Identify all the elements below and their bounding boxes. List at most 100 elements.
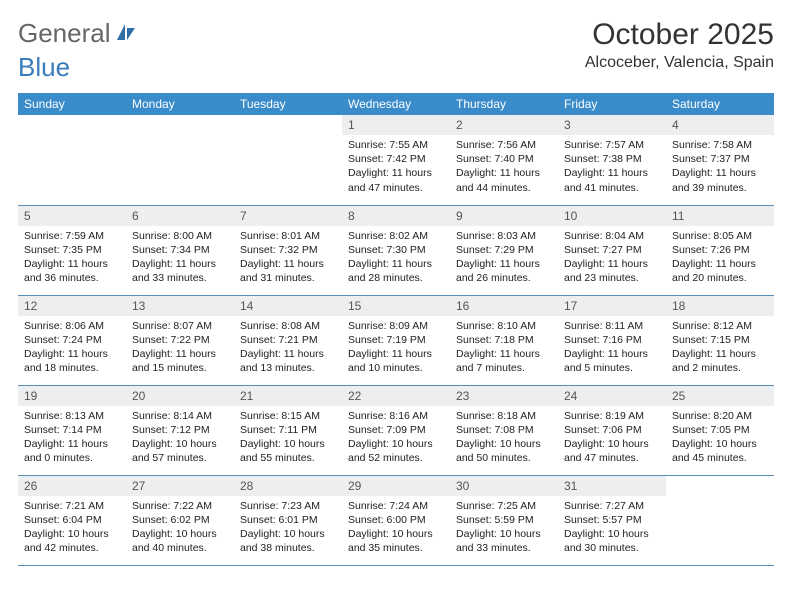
day-number: 24 bbox=[558, 386, 666, 406]
day-content: Sunrise: 7:23 AMSunset: 6:01 PMDaylight:… bbox=[234, 496, 342, 562]
day-content: Sunrise: 8:16 AMSunset: 7:09 PMDaylight:… bbox=[342, 406, 450, 472]
calendar-row: 12Sunrise: 8:06 AMSunset: 7:24 PMDayligh… bbox=[18, 295, 774, 385]
day-content: Sunrise: 7:27 AMSunset: 5:57 PMDaylight:… bbox=[558, 496, 666, 562]
day-number: 18 bbox=[666, 296, 774, 316]
day-number: 8 bbox=[342, 206, 450, 226]
empty-cell bbox=[126, 115, 234, 205]
day-number: 20 bbox=[126, 386, 234, 406]
day-number: 2 bbox=[450, 115, 558, 135]
month-title: October 2025 bbox=[585, 18, 774, 52]
day-cell: 9Sunrise: 8:03 AMSunset: 7:29 PMDaylight… bbox=[450, 205, 558, 295]
day-content: Sunrise: 7:24 AMSunset: 6:00 PMDaylight:… bbox=[342, 496, 450, 562]
day-cell: 30Sunrise: 7:25 AMSunset: 5:59 PMDayligh… bbox=[450, 475, 558, 565]
day-cell: 28Sunrise: 7:23 AMSunset: 6:01 PMDayligh… bbox=[234, 475, 342, 565]
calendar-row: 26Sunrise: 7:21 AMSunset: 6:04 PMDayligh… bbox=[18, 475, 774, 565]
day-content: Sunrise: 7:21 AMSunset: 6:04 PMDaylight:… bbox=[18, 496, 126, 562]
day-cell: 27Sunrise: 7:22 AMSunset: 6:02 PMDayligh… bbox=[126, 475, 234, 565]
day-content: Sunrise: 7:59 AMSunset: 7:35 PMDaylight:… bbox=[18, 226, 126, 292]
day-cell: 19Sunrise: 8:13 AMSunset: 7:14 PMDayligh… bbox=[18, 385, 126, 475]
sail-icon bbox=[115, 18, 137, 49]
day-content: Sunrise: 8:15 AMSunset: 7:11 PMDaylight:… bbox=[234, 406, 342, 472]
day-number: 12 bbox=[18, 296, 126, 316]
day-number: 21 bbox=[234, 386, 342, 406]
day-content: Sunrise: 8:18 AMSunset: 7:08 PMDaylight:… bbox=[450, 406, 558, 472]
brand-logo: General bbox=[18, 18, 139, 49]
day-cell: 22Sunrise: 8:16 AMSunset: 7:09 PMDayligh… bbox=[342, 385, 450, 475]
day-number: 23 bbox=[450, 386, 558, 406]
day-number: 6 bbox=[126, 206, 234, 226]
day-number: 30 bbox=[450, 476, 558, 496]
day-number: 31 bbox=[558, 476, 666, 496]
day-cell: 1Sunrise: 7:55 AMSunset: 7:42 PMDaylight… bbox=[342, 115, 450, 205]
day-cell: 13Sunrise: 8:07 AMSunset: 7:22 PMDayligh… bbox=[126, 295, 234, 385]
calendar-row: 1Sunrise: 7:55 AMSunset: 7:42 PMDaylight… bbox=[18, 115, 774, 205]
weekday-header: Thursday bbox=[450, 93, 558, 115]
day-number: 14 bbox=[234, 296, 342, 316]
day-number: 25 bbox=[666, 386, 774, 406]
day-number: 5 bbox=[18, 206, 126, 226]
day-cell: 20Sunrise: 8:14 AMSunset: 7:12 PMDayligh… bbox=[126, 385, 234, 475]
weekday-header: Friday bbox=[558, 93, 666, 115]
day-cell: 29Sunrise: 7:24 AMSunset: 6:00 PMDayligh… bbox=[342, 475, 450, 565]
day-number: 28 bbox=[234, 476, 342, 496]
day-content: Sunrise: 8:20 AMSunset: 7:05 PMDaylight:… bbox=[666, 406, 774, 472]
day-content: Sunrise: 7:22 AMSunset: 6:02 PMDaylight:… bbox=[126, 496, 234, 562]
day-cell: 5Sunrise: 7:59 AMSunset: 7:35 PMDaylight… bbox=[18, 205, 126, 295]
weekday-header: Monday bbox=[126, 93, 234, 115]
day-number: 15 bbox=[342, 296, 450, 316]
day-number: 1 bbox=[342, 115, 450, 135]
day-cell: 8Sunrise: 8:02 AMSunset: 7:30 PMDaylight… bbox=[342, 205, 450, 295]
day-cell: 12Sunrise: 8:06 AMSunset: 7:24 PMDayligh… bbox=[18, 295, 126, 385]
day-content: Sunrise: 8:11 AMSunset: 7:16 PMDaylight:… bbox=[558, 316, 666, 382]
day-content: Sunrise: 8:07 AMSunset: 7:22 PMDaylight:… bbox=[126, 316, 234, 382]
day-content: Sunrise: 7:55 AMSunset: 7:42 PMDaylight:… bbox=[342, 135, 450, 201]
weekday-header: Tuesday bbox=[234, 93, 342, 115]
weekday-header-row: Sunday Monday Tuesday Wednesday Thursday… bbox=[18, 93, 774, 115]
day-content: Sunrise: 7:56 AMSunset: 7:40 PMDaylight:… bbox=[450, 135, 558, 201]
brand-part1: General bbox=[18, 18, 111, 49]
day-content: Sunrise: 8:12 AMSunset: 7:15 PMDaylight:… bbox=[666, 316, 774, 382]
weekday-header: Saturday bbox=[666, 93, 774, 115]
day-content: Sunrise: 8:05 AMSunset: 7:26 PMDaylight:… bbox=[666, 226, 774, 292]
day-cell: 14Sunrise: 8:08 AMSunset: 7:21 PMDayligh… bbox=[234, 295, 342, 385]
day-cell: 7Sunrise: 8:01 AMSunset: 7:32 PMDaylight… bbox=[234, 205, 342, 295]
day-cell: 26Sunrise: 7:21 AMSunset: 6:04 PMDayligh… bbox=[18, 475, 126, 565]
day-cell: 24Sunrise: 8:19 AMSunset: 7:06 PMDayligh… bbox=[558, 385, 666, 475]
calendar-row: 5Sunrise: 7:59 AMSunset: 7:35 PMDaylight… bbox=[18, 205, 774, 295]
day-number: 7 bbox=[234, 206, 342, 226]
day-content: Sunrise: 8:13 AMSunset: 7:14 PMDaylight:… bbox=[18, 406, 126, 472]
day-content: Sunrise: 8:10 AMSunset: 7:18 PMDaylight:… bbox=[450, 316, 558, 382]
day-content: Sunrise: 8:00 AMSunset: 7:34 PMDaylight:… bbox=[126, 226, 234, 292]
day-number: 16 bbox=[450, 296, 558, 316]
day-cell: 10Sunrise: 8:04 AMSunset: 7:27 PMDayligh… bbox=[558, 205, 666, 295]
day-content: Sunrise: 8:02 AMSunset: 7:30 PMDaylight:… bbox=[342, 226, 450, 292]
day-cell: 21Sunrise: 8:15 AMSunset: 7:11 PMDayligh… bbox=[234, 385, 342, 475]
day-cell: 18Sunrise: 8:12 AMSunset: 7:15 PMDayligh… bbox=[666, 295, 774, 385]
day-cell: 3Sunrise: 7:57 AMSunset: 7:38 PMDaylight… bbox=[558, 115, 666, 205]
day-number: 9 bbox=[450, 206, 558, 226]
title-block: October 2025 Alcoceber, Valencia, Spain bbox=[585, 18, 774, 72]
day-number: 17 bbox=[558, 296, 666, 316]
calendar-row: 19Sunrise: 8:13 AMSunset: 7:14 PMDayligh… bbox=[18, 385, 774, 475]
day-content: Sunrise: 7:58 AMSunset: 7:37 PMDaylight:… bbox=[666, 135, 774, 201]
weekday-header: Wednesday bbox=[342, 93, 450, 115]
day-number: 19 bbox=[18, 386, 126, 406]
day-cell: 4Sunrise: 7:58 AMSunset: 7:37 PMDaylight… bbox=[666, 115, 774, 205]
day-number: 10 bbox=[558, 206, 666, 226]
day-content: Sunrise: 8:01 AMSunset: 7:32 PMDaylight:… bbox=[234, 226, 342, 292]
brand-part2: Blue bbox=[18, 52, 70, 83]
day-number: 3 bbox=[558, 115, 666, 135]
day-content: Sunrise: 8:14 AMSunset: 7:12 PMDaylight:… bbox=[126, 406, 234, 472]
day-number: 13 bbox=[126, 296, 234, 316]
day-cell: 16Sunrise: 8:10 AMSunset: 7:18 PMDayligh… bbox=[450, 295, 558, 385]
empty-cell bbox=[666, 475, 774, 565]
day-number: 11 bbox=[666, 206, 774, 226]
day-cell: 11Sunrise: 8:05 AMSunset: 7:26 PMDayligh… bbox=[666, 205, 774, 295]
empty-cell bbox=[18, 115, 126, 205]
day-cell: 23Sunrise: 8:18 AMSunset: 7:08 PMDayligh… bbox=[450, 385, 558, 475]
day-cell: 15Sunrise: 8:09 AMSunset: 7:19 PMDayligh… bbox=[342, 295, 450, 385]
day-cell: 6Sunrise: 8:00 AMSunset: 7:34 PMDaylight… bbox=[126, 205, 234, 295]
day-content: Sunrise: 8:19 AMSunset: 7:06 PMDaylight:… bbox=[558, 406, 666, 472]
weekday-header: Sunday bbox=[18, 93, 126, 115]
empty-cell bbox=[234, 115, 342, 205]
